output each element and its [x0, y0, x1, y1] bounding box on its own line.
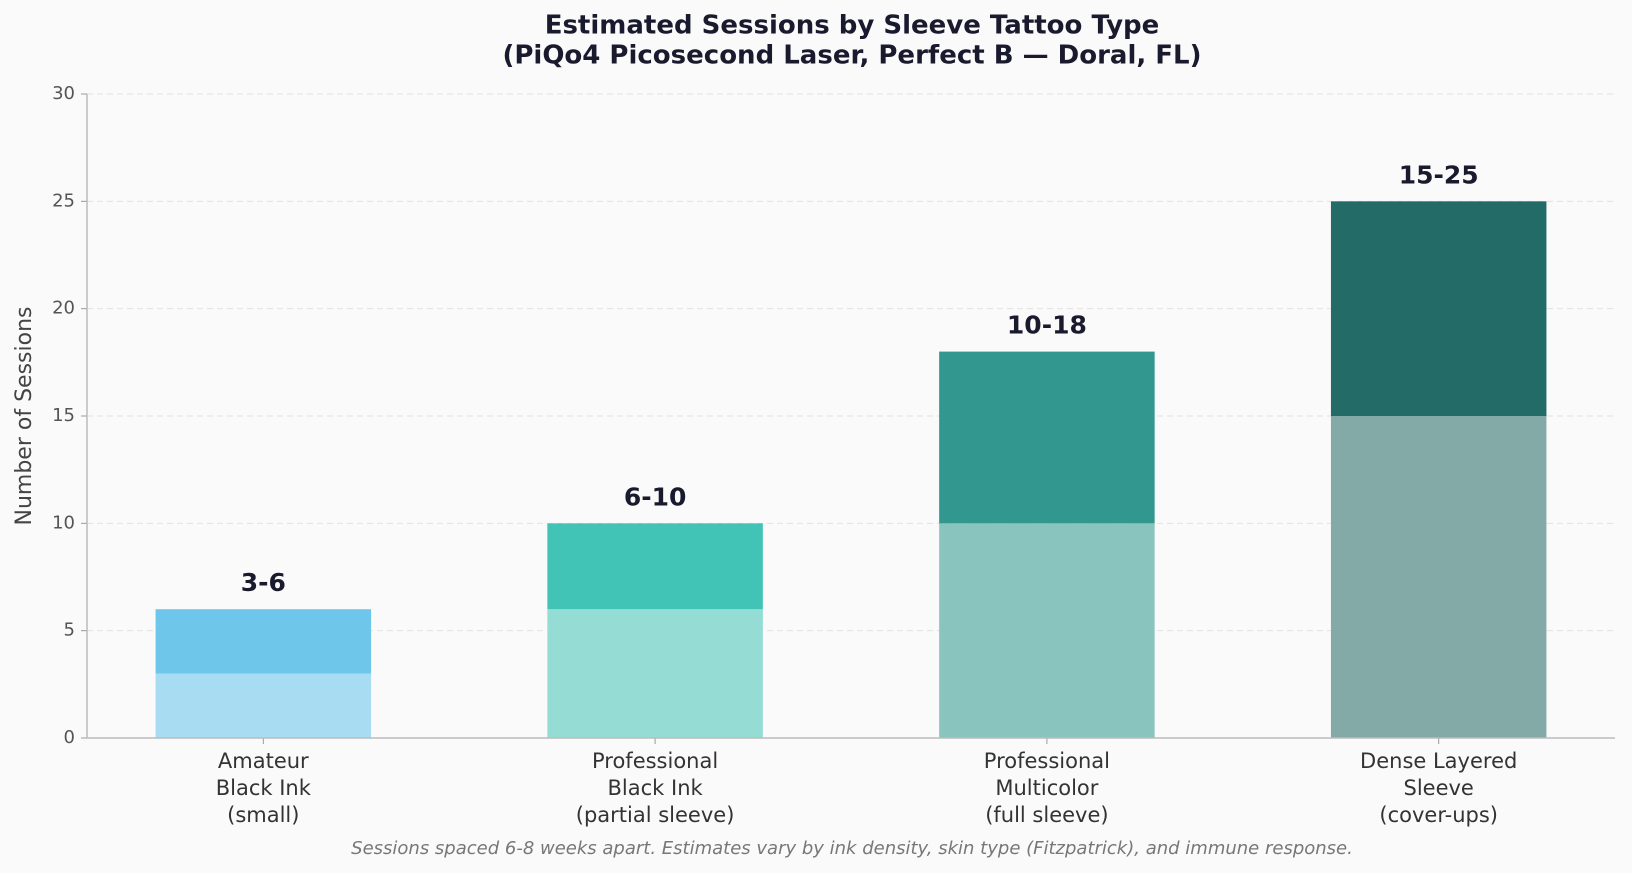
y-axis-label: Number of Sessions [12, 307, 37, 526]
chart-subtitle: (PiQo4 Picosecond Laser, Perfect B — Dor… [502, 41, 1201, 71]
y-tick-label: 15 [52, 405, 75, 426]
bar-label: 6-10 [624, 482, 687, 511]
bar-segment [939, 351, 1155, 524]
y-tick-label: 25 [52, 190, 75, 211]
y-tick-label: 20 [52, 298, 75, 319]
bar-segment [155, 673, 372, 738]
bar-segment [547, 523, 763, 610]
bar-label: 3-6 [241, 568, 286, 597]
bar-segment [939, 523, 1155, 738]
bar-segment [1330, 201, 1547, 416]
bar-segment [547, 609, 763, 738]
x-tick-label: Amateur Black Ink (small) [215, 749, 311, 827]
bar-segment [155, 609, 372, 674]
y-tick-label: 30 [52, 83, 75, 104]
x-tick-label: Professional Multicolor (full sleeve) [983, 749, 1110, 827]
footnote: Sessions spaced 6-8 weeks apart. Estimat… [351, 838, 1353, 859]
bar-label: 15-25 [1399, 160, 1479, 189]
chart-title: Estimated Sessions by Sleeve Tattoo Type [545, 11, 1160, 41]
bar-label: 10-18 [1007, 311, 1087, 340]
x-tick-label: Professional Black Ink (partial sleeve) [575, 749, 735, 827]
y-tick-label: 10 [52, 512, 75, 533]
x-tick-label: Dense Layered Sleeve (cover-ups) [1360, 749, 1518, 827]
y-tick-label: 0 [64, 727, 75, 748]
y-tick-label: 5 [64, 620, 75, 641]
bar-segment [1330, 416, 1547, 738]
